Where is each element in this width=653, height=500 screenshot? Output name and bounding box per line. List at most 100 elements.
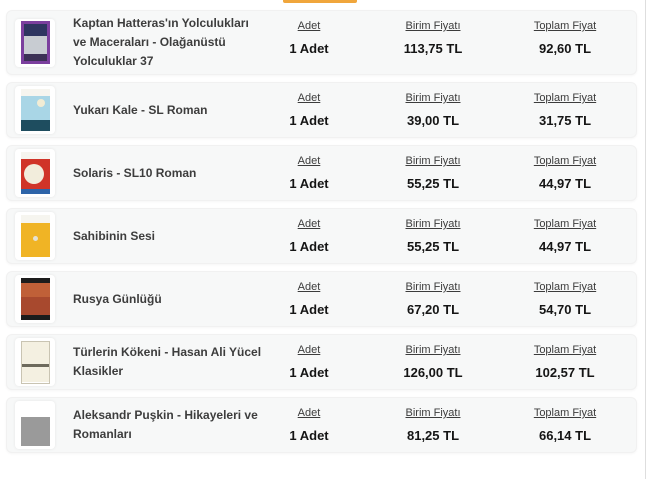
book-cover-thumbnail[interactable]: [15, 338, 55, 386]
quantity-column: Adet 1 Adet: [264, 407, 354, 449]
cart-item-row: Aleksandr Puşkin - Hikayeleri ve Romanla…: [6, 397, 637, 453]
book-title[interactable]: Sahibinin Sesi: [73, 228, 156, 243]
quantity-value: 1 Adet: [289, 239, 329, 254]
price-columns: Adet 1 Adet Birim Fiyatı 39,00 TL Toplam…: [264, 86, 630, 134]
total-price-value: 66,14 TL: [538, 428, 592, 443]
quantity-column-header[interactable]: Adet: [297, 218, 321, 230]
unit-price-value: 126,00 TL: [403, 365, 463, 380]
unit-price-column: Birim Fiyatı 126,00 TL: [368, 344, 498, 386]
book-cover-thumbnail[interactable]: [15, 86, 55, 134]
unit-price-column: Birim Fiyatı 55,25 TL: [368, 155, 498, 197]
total-price-column: Toplam Fiyat 44,97 TL: [500, 218, 630, 260]
unit-price-column-header[interactable]: Birim Fiyatı: [405, 407, 461, 419]
vertical-divider: [645, 0, 646, 479]
book-cover-thumbnail[interactable]: [15, 18, 55, 67]
quantity-column: Adet 1 Adet: [264, 92, 354, 134]
cart-item-row: Kaptan Hatteras'ın Yolculukları ve Macer…: [6, 10, 637, 75]
total-price-column: Toplam Fiyat 31,75 TL: [500, 92, 630, 134]
book-cover-image: [20, 214, 50, 258]
unit-price-column-header[interactable]: Birim Fiyatı: [405, 155, 461, 167]
book-cover-image: [20, 151, 50, 195]
total-price-column-header[interactable]: Toplam Fiyat: [533, 344, 597, 356]
unit-price-value: 55,25 TL: [406, 176, 460, 191]
total-price-value: 31,75 TL: [538, 113, 592, 128]
total-price-value: 54,70 TL: [538, 302, 592, 317]
price-columns: Adet 1 Adet Birim Fiyatı 113,75 TL Topla…: [264, 14, 630, 71]
price-columns: Adet 1 Adet Birim Fiyatı 55,25 TL Toplam…: [264, 212, 630, 260]
book-cover-thumbnail[interactable]: [15, 275, 55, 323]
unit-price-column-header[interactable]: Birim Fiyatı: [405, 218, 461, 230]
unit-price-value: 67,20 TL: [406, 302, 460, 317]
quantity-column-header[interactable]: Adet: [297, 92, 321, 104]
book-title[interactable]: Solaris - SL10 Roman: [73, 165, 197, 180]
total-price-column: Toplam Fiyat 92,60 TL: [500, 20, 630, 71]
unit-price-column: Birim Fiyatı 55,25 TL: [368, 218, 498, 260]
price-columns: Adet 1 Adet Birim Fiyatı 81,25 TL Toplam…: [264, 401, 630, 449]
unit-price-column: Birim Fiyatı 39,00 TL: [368, 92, 498, 134]
quantity-column-header[interactable]: Adet: [297, 20, 321, 32]
total-price-value: 92,60 TL: [538, 41, 592, 56]
quantity-column-header[interactable]: Adet: [297, 155, 321, 167]
unit-price-column: Birim Fiyatı 113,75 TL: [368, 20, 498, 71]
unit-price-value: 39,00 TL: [406, 113, 460, 128]
cart-items-list: Kaptan Hatteras'ın Yolculukları ve Macer…: [6, 10, 637, 453]
quantity-column-header[interactable]: Adet: [297, 407, 321, 419]
book-cover-thumbnail[interactable]: [15, 149, 55, 197]
book-cover-thumbnail[interactable]: [15, 401, 55, 449]
quantity-column: Adet 1 Adet: [264, 218, 354, 260]
book-cover-thumbnail[interactable]: [15, 212, 55, 260]
quantity-value: 1 Adet: [289, 41, 329, 56]
book-cover-image: [20, 340, 50, 384]
book-title[interactable]: Kaptan Hatteras'ın Yolculukları ve Macer…: [73, 16, 249, 68]
quantity-column: Adet 1 Adet: [264, 155, 354, 197]
cart-item-row: Sahibinin Sesi Adet 1 Adet Birim Fiyatı …: [6, 208, 637, 264]
unit-price-value: 113,75 TL: [403, 41, 463, 56]
price-columns: Adet 1 Adet Birim Fiyatı 55,25 TL Toplam…: [264, 149, 630, 197]
price-columns: Adet 1 Adet Birim Fiyatı 67,20 TL Toplam…: [264, 275, 630, 323]
cart-item-row: Rusya Günlüğü Adet 1 Adet Birim Fiyatı 6…: [6, 271, 637, 327]
quantity-column-header[interactable]: Adet: [297, 344, 321, 356]
unit-price-column: Birim Fiyatı 81,25 TL: [368, 407, 498, 449]
total-price-column-header[interactable]: Toplam Fiyat: [533, 155, 597, 167]
total-price-column-header[interactable]: Toplam Fiyat: [533, 218, 597, 230]
book-cover-image: [20, 403, 50, 447]
quantity-column-header[interactable]: Adet: [297, 281, 321, 293]
truncated-button-edge[interactable]: [283, 0, 357, 3]
total-price-value: 44,97 TL: [538, 239, 592, 254]
unit-price-value: 55,25 TL: [406, 239, 460, 254]
quantity-value: 1 Adet: [289, 302, 329, 317]
total-price-column: Toplam Fiyat 66,14 TL: [500, 407, 630, 449]
quantity-column: Adet 1 Adet: [264, 20, 354, 71]
cart-item-row: Türlerin Kökeni - Hasan Ali Yücel Klasik…: [6, 334, 637, 390]
unit-price-column-header[interactable]: Birim Fiyatı: [405, 20, 461, 32]
book-title[interactable]: Rusya Günlüğü: [73, 291, 162, 306]
quantity-value: 1 Adet: [289, 113, 329, 128]
total-price-value: 44,97 TL: [538, 176, 592, 191]
quantity-column: Adet 1 Adet: [264, 344, 354, 386]
total-price-column-header[interactable]: Toplam Fiyat: [533, 281, 597, 293]
book-title[interactable]: Türlerin Kökeni - Hasan Ali Yücel Klasik…: [73, 345, 262, 378]
total-price-column-header[interactable]: Toplam Fiyat: [533, 20, 597, 32]
total-price-column-header[interactable]: Toplam Fiyat: [533, 92, 597, 104]
unit-price-column-header[interactable]: Birim Fiyatı: [405, 281, 461, 293]
book-title[interactable]: Yukarı Kale - SL Roman: [73, 102, 208, 117]
quantity-column: Adet 1 Adet: [264, 281, 354, 323]
total-price-column: Toplam Fiyat 102,57 TL: [500, 344, 630, 386]
unit-price-column: Birim Fiyatı 67,20 TL: [368, 281, 498, 323]
book-cover-image: [20, 21, 50, 64]
unit-price-value: 81,25 TL: [406, 428, 460, 443]
unit-price-column-header[interactable]: Birim Fiyatı: [405, 92, 461, 104]
quantity-value: 1 Adet: [289, 365, 329, 380]
total-price-value: 102,57 TL: [535, 365, 595, 380]
unit-price-column-header[interactable]: Birim Fiyatı: [405, 344, 461, 356]
book-title[interactable]: Aleksandr Puşkin - Hikayeleri ve Romanla…: [73, 408, 258, 441]
total-price-column: Toplam Fiyat 44,97 TL: [500, 155, 630, 197]
book-cover-image: [20, 277, 50, 321]
price-columns: Adet 1 Adet Birim Fiyatı 126,00 TL Topla…: [264, 338, 630, 386]
quantity-value: 1 Adet: [289, 428, 329, 443]
total-price-column: Toplam Fiyat 54,70 TL: [500, 281, 630, 323]
quantity-value: 1 Adet: [289, 176, 329, 191]
total-price-column-header[interactable]: Toplam Fiyat: [533, 407, 597, 419]
cart-item-row: Solaris - SL10 Roman Adet 1 Adet Birim F…: [6, 145, 637, 201]
cart-item-row: Yukarı Kale - SL Roman Adet 1 Adet Birim…: [6, 82, 637, 138]
